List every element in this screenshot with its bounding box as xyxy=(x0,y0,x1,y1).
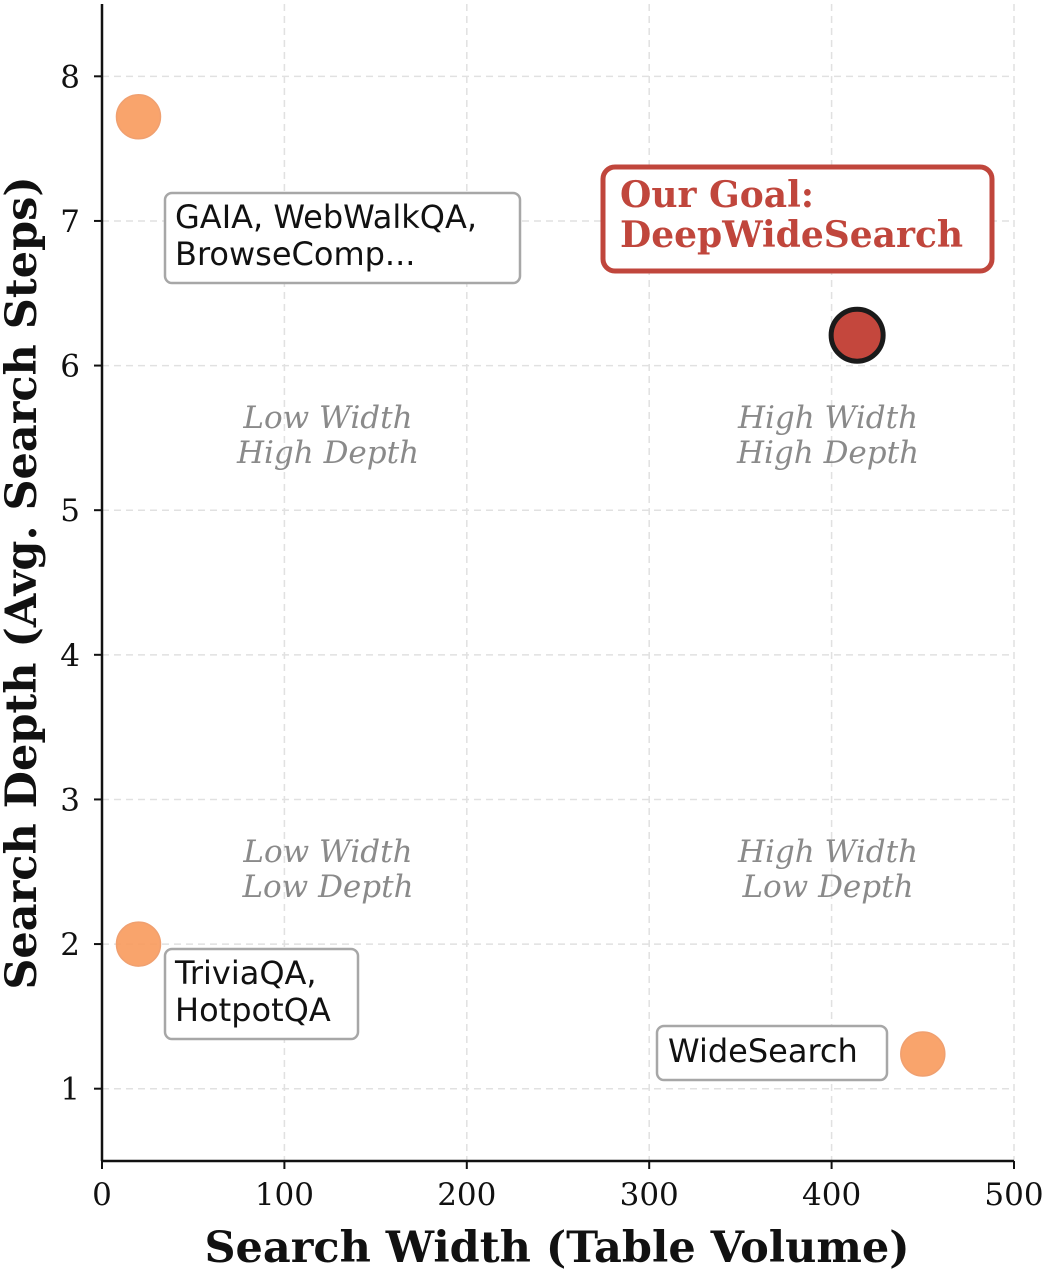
annotation-label: DeepWideSearch xyxy=(620,214,963,256)
annotation-label: BrowseComp... xyxy=(175,235,415,273)
quadrant-label: Low Width xyxy=(242,400,412,436)
y-tick-label: 1 xyxy=(60,1072,80,1108)
data-points xyxy=(115,94,946,1077)
annotation-label: GAIA, WebWalkQA, xyxy=(175,198,477,236)
x-axis-title: Search Width (Table Volume) xyxy=(204,1223,909,1273)
highlight-point xyxy=(828,306,886,364)
y-tick-label: 2 xyxy=(60,927,80,963)
x-tick-label: 200 xyxy=(437,1177,496,1213)
quadrant-label: Low Depth xyxy=(741,869,913,905)
annotation-label: Our Goal: xyxy=(620,174,814,216)
quadrant-label: High Width xyxy=(737,400,918,436)
x-tick-label: 500 xyxy=(984,1177,1043,1213)
annotation-box xyxy=(163,947,360,1041)
annotation-box xyxy=(655,1024,889,1082)
annotation-box xyxy=(163,191,522,285)
y-tick-label: 3 xyxy=(60,782,80,818)
y-tick-label: 7 xyxy=(60,204,80,240)
y-tick-label: 4 xyxy=(60,638,80,674)
quadrant-label: High Width xyxy=(737,834,918,870)
quadrant-label: Low Width xyxy=(242,834,412,870)
quadrant-label: Low Depth xyxy=(241,869,413,905)
x-tick-label: 0 xyxy=(92,1177,112,1213)
scatter-point xyxy=(900,1031,946,1077)
annotation-boxes: GAIA, WebWalkQA,BrowseComp... TriviaQA,Ho… xyxy=(163,164,995,1082)
scatter-point xyxy=(115,94,162,140)
annotation-label: WideSearch xyxy=(668,1032,858,1070)
quadrant-label: High Depth xyxy=(236,435,419,471)
annotation-box xyxy=(600,164,995,274)
y-tick-label: 6 xyxy=(60,349,80,385)
quadrant-label: High Depth xyxy=(736,435,919,471)
x-tick-label: 300 xyxy=(620,1177,679,1213)
annotation-label: HotpotQA xyxy=(175,991,331,1029)
axes xyxy=(100,4,1014,1163)
x-tick-label: 100 xyxy=(255,1177,314,1213)
y-tick-label: 8 xyxy=(60,59,80,95)
y-axis-title: Search Depth (Avg. Search Steps) xyxy=(0,176,47,989)
axis-ticks: 0 100 200 300 400 500 1 2 3 4 5 6 7 8 xyxy=(60,59,1043,1213)
annotation-label: TriviaQA, xyxy=(174,954,317,992)
y-tick-label: 5 xyxy=(60,493,80,529)
x-tick-label: 400 xyxy=(802,1177,861,1213)
scatter-point xyxy=(115,921,162,967)
